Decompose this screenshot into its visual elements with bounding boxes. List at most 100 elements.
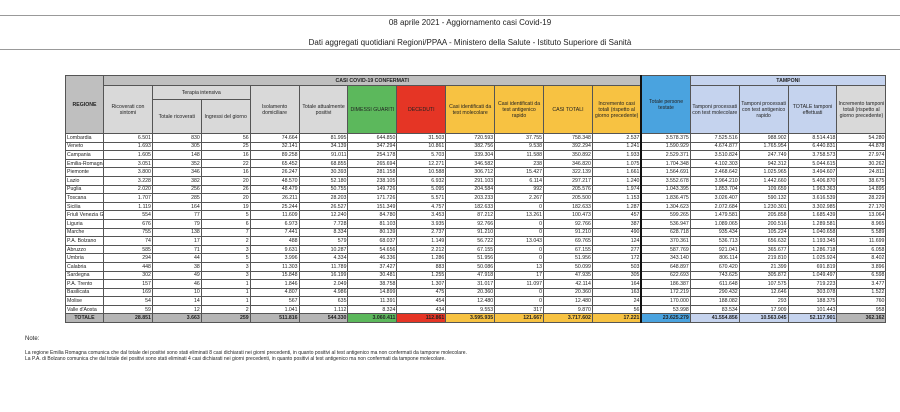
cell-totale-positivi: 68.855	[298, 158, 349, 169]
cell-casi-totali: 67.155	[543, 244, 593, 255]
table-row: Emilia-Romagna 3.051 352 22 65.452 68.855 265.…	[65, 158, 887, 169]
cell-totale-positivi: 28.203	[298, 193, 349, 203]
cell-deceduti: 883	[396, 261, 447, 272]
cell-regione: Sicilia	[65, 201, 104, 212]
cell-deceduti: 475	[396, 287, 447, 298]
notes-label: Note:	[25, 336, 40, 342]
cell-totale-positivi: 1.112	[298, 304, 349, 315]
cell-isolamento: 11.609	[249, 210, 300, 220]
cell-dimessi-guariti: 149.726	[347, 184, 398, 195]
cell-deceduti: 5.571	[396, 193, 447, 203]
cell-totale-positivi: 4.334	[298, 253, 349, 263]
cell-totale-positivi: 579	[298, 236, 349, 246]
cell-casi-totali: 392.294	[543, 141, 593, 152]
cell-casi-antigenico: 0	[494, 201, 545, 212]
cell-tamponi-totale: 8.514.418	[787, 133, 838, 143]
cell-regione: Emilia-Romagna	[65, 158, 104, 169]
cell-ti-ingressi: 6	[200, 218, 251, 229]
cell-incremento-casi: 2.537	[591, 133, 642, 143]
cell-tamponi-totale: 6.440.831	[787, 141, 838, 152]
cell-persone-testate: 53.998	[640, 304, 691, 315]
cell-ricoverati: 554	[103, 210, 153, 220]
table-row: Friuli Venezia Giulia55477511.60912.2408…	[65, 210, 887, 220]
cell-tamponi-molecolare: 2.468.642	[689, 167, 740, 177]
header-totale-positivi: Totale attualmente positivi	[298, 85, 349, 134]
cell-tamponi-antigenico: 590.132	[738, 193, 789, 203]
header-ti-ingressi: Ingressi del giorno	[200, 99, 251, 134]
cell-totale-positivi: 26.527	[298, 201, 349, 212]
header-dimessi-guariti: DIMESSI GUARITI	[347, 85, 398, 134]
cell-ti-totale: 382	[151, 175, 202, 186]
cell-casi-molecolare: 12.480	[445, 296, 496, 306]
cell-tamponi-molecolare: 41.554.856	[689, 313, 740, 324]
cell-ti-ingressi: 16	[200, 167, 251, 177]
cell-casi-molecolare: 87.212	[445, 210, 496, 220]
cell-casi-totali: 322.139	[543, 167, 593, 177]
cell-ricoverati: 59	[103, 304, 153, 315]
cell-casi-totali: 69.765	[543, 236, 593, 246]
cell-ti-ingressi: 20	[200, 193, 251, 203]
cell-regione: TOTALE	[65, 313, 104, 324]
cell-incremento-casi: 172	[591, 253, 642, 263]
cell-tamponi-totale: 3.758.573	[787, 150, 838, 160]
cell-tamponi-molecolare: 290.432	[689, 287, 740, 298]
cell-ricoverati: 755	[103, 227, 153, 238]
cell-ti-ingressi: 5	[200, 210, 251, 220]
table-row: Puglia 2.020 256 26 48.479 50.755 149.726 5.095…	[65, 184, 887, 195]
table-row: Abruzzo 585 71 3 9.631 10.287 54.656 2.212 67.15…	[65, 244, 887, 255]
cell-regione: Toscana	[65, 193, 104, 203]
cell-ti-totale: 352	[151, 158, 202, 169]
cell-tamponi-antigenico: 365.677	[738, 244, 789, 255]
cell-regione: Lazio	[65, 175, 104, 186]
cell-tamponi-antigenico: 1.025.965	[738, 167, 789, 177]
cell-deceduti: 454	[396, 296, 447, 306]
table-row: Lombardia 6.501 830 56 74.664 81.995 644.850 31…	[65, 133, 887, 143]
cell-tamponi-totale: 1.049.497	[787, 270, 838, 281]
cell-dimessi-guariti: 644.850	[347, 133, 398, 143]
cell-persone-testate: 628.718	[640, 227, 691, 238]
cell-persone-testate: 536.947	[640, 218, 691, 229]
cell-tamponi-molecolare: 611.648	[689, 279, 740, 289]
cell-incremento-tamponi: 28.229	[836, 193, 887, 203]
cell-tamponi-molecolare: 921.041	[689, 244, 740, 255]
cell-persone-testate: 186.387	[640, 279, 691, 289]
cell-tamponi-antigenico: 1.230.301	[738, 201, 789, 212]
table-row: Valle d'Aosta 59 12 2 1.041 1.112 8.324 434 9.55…	[65, 304, 887, 315]
cell-ti-totale: 148	[151, 150, 202, 160]
cell-ricoverati: 28.851	[103, 313, 153, 324]
cell-casi-molecolare: 306.712	[445, 167, 496, 177]
notes: Note: La regione Emilia Romagna comunica…	[25, 336, 467, 362]
cell-deceduti: 3.453	[396, 210, 447, 220]
cell-ti-totale: 49	[151, 270, 202, 281]
cell-dimessi-guariti: 38.758	[347, 279, 398, 289]
cell-tamponi-antigenico: 200.516	[738, 218, 789, 229]
cell-ti-ingressi: 7	[200, 227, 251, 238]
cell-tamponi-molecolare: 743.625	[689, 270, 740, 281]
cell-isolamento: 511.816	[249, 313, 300, 324]
cell-ti-ingressi: 2	[200, 304, 251, 315]
cell-totale-positivi: 12.240	[298, 210, 349, 220]
cell-tamponi-molecolare: 1.089.065	[689, 218, 740, 229]
cell-tamponi-molecolare: 3.026.407	[689, 193, 740, 203]
cell-dimessi-guariti: 347.294	[347, 141, 398, 152]
cell-incremento-tamponi: 5.589	[836, 227, 887, 238]
cell-persone-testate: 3.552.678	[640, 175, 691, 186]
cell-tamponi-totale: 3.302.985	[787, 201, 838, 212]
cell-casi-molecolare: 31.017	[445, 279, 496, 289]
cell-casi-antigenico: 121.667	[494, 313, 545, 324]
cell-deceduti: 31.503	[396, 133, 447, 143]
cell-casi-antigenico: 13.043	[494, 236, 545, 246]
cell-incremento-tamponi: 54.280	[836, 133, 887, 143]
cell-tamponi-antigenico: 656.632	[738, 236, 789, 246]
cell-casi-totali: 205.500	[543, 193, 593, 203]
cell-isolamento: 26.211	[249, 193, 300, 203]
cell-incremento-tamponi: 760	[836, 296, 887, 306]
cell-casi-molecolare: 720.593	[445, 133, 496, 143]
cell-ti-totale: 285	[151, 193, 202, 203]
cell-persone-testate: 599.265	[640, 210, 691, 220]
cell-isolamento: 488	[249, 236, 300, 246]
cell-ricoverati: 1.693	[103, 141, 153, 152]
cell-incremento-casi: 164	[591, 279, 642, 289]
cell-casi-antigenico: 15.427	[494, 167, 545, 177]
cell-dimessi-guariti: 11.391	[347, 296, 398, 306]
